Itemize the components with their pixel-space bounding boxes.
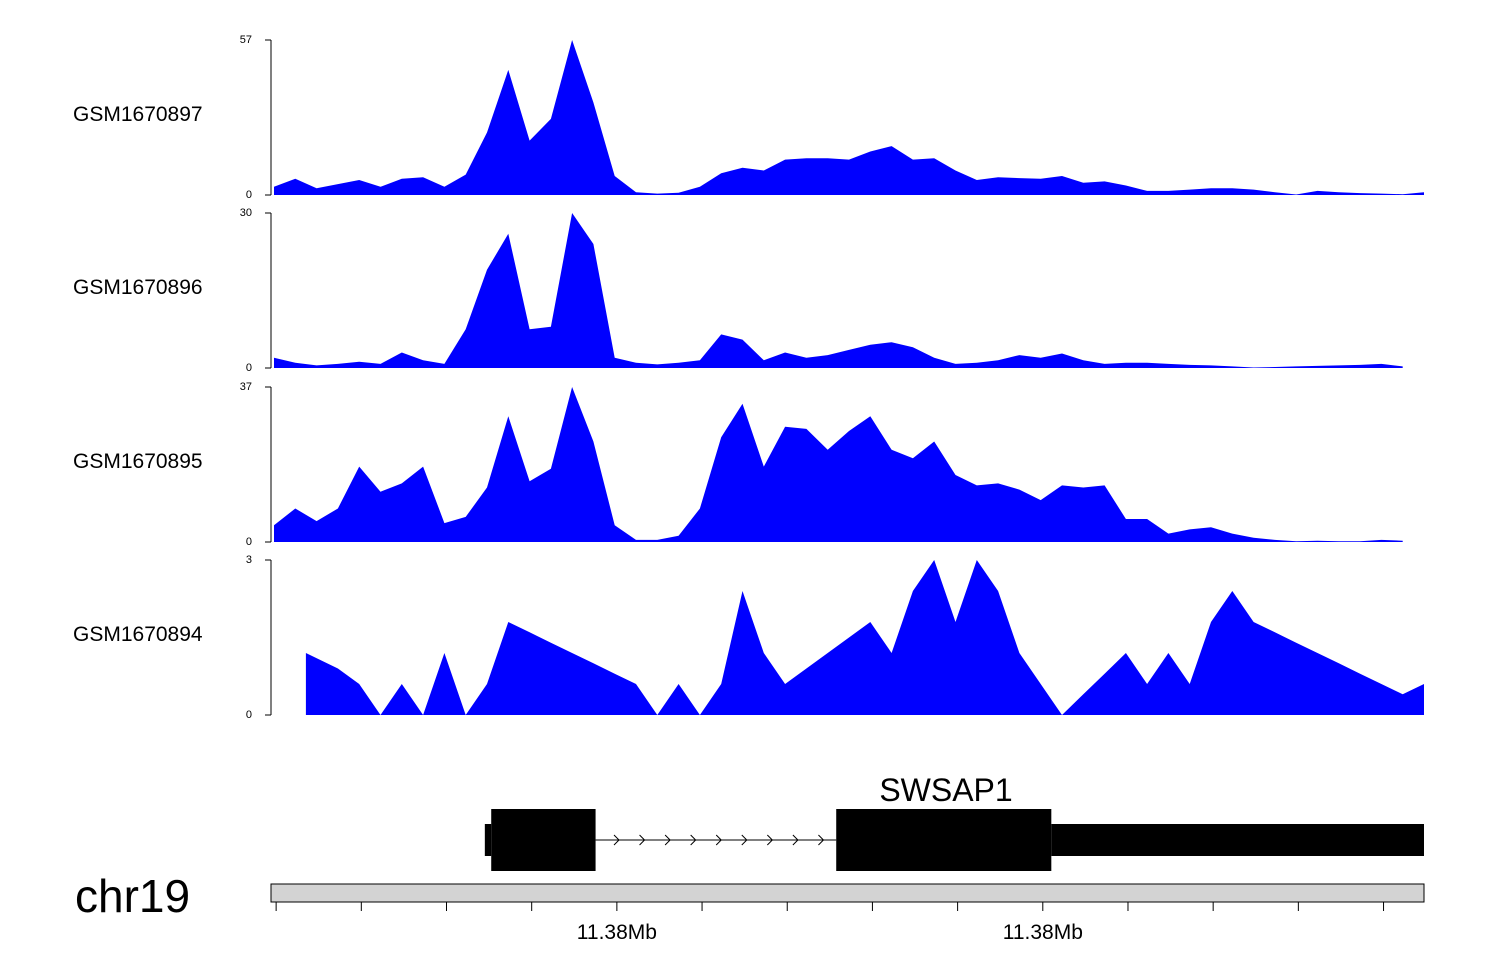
strand-arrow [818,834,825,846]
x-axis-tick-label: 11.38Mb [1003,921,1083,944]
strand-arrow [664,834,671,846]
track-GSM1670897: GSM1670897 57 0 [73,34,1424,201]
gene-track: SWSAP1 [484,772,1424,871]
strand-arrow [766,834,774,846]
y-axis-max-label: 30 [240,207,252,219]
exon-cds [491,809,596,871]
chromosome-label: chr19 [75,870,190,922]
data-tracks: GSM1670897570GSM1670896300GSM1670895370G… [73,34,1424,721]
coverage-area [305,560,1424,715]
exon-utr [1051,824,1424,856]
y-axis-min-label: 0 [246,709,252,721]
strand-arrow [613,834,620,846]
y-axis-min-label: 0 [246,362,252,374]
y-axis-max-label: 57 [240,34,252,46]
track-GSM1670896: GSM1670896 30 0 [73,207,1403,374]
track-label: GSM1670896 [73,276,203,299]
y-axis-min-label: 0 [246,536,252,548]
gene-name: SWSAP1 [879,772,1012,808]
strand-arrow [715,834,722,846]
track-label: GSM1670895 [73,450,203,473]
y-axis-min-label: 0 [246,189,252,201]
strand-arrow [741,834,748,846]
track-label: GSM1670897 [73,103,203,126]
chromosome-ideogram [270,883,1425,903]
strand-arrow [792,834,799,846]
exon-utr [484,824,492,856]
coverage-area [274,213,1403,368]
track-label: GSM1670894 [73,623,203,646]
exon-cds [836,809,1052,871]
x-axis-tick-label: 11.38Mb [577,921,657,944]
strand-arrow [639,834,646,846]
track-GSM1670895: GSM1670895 37 0 [73,381,1403,548]
strand-arrow [690,834,697,846]
y-axis-max-label: 3 [246,554,252,566]
y-axis-max-label: 37 [240,381,252,393]
track-GSM1670894: GSM1670894 3 0 [73,554,1424,721]
coverage-area [274,387,1403,542]
coverage-area [274,40,1424,195]
genome-axis: chr19 11.38Mb 11.38Mb [75,870,1425,944]
